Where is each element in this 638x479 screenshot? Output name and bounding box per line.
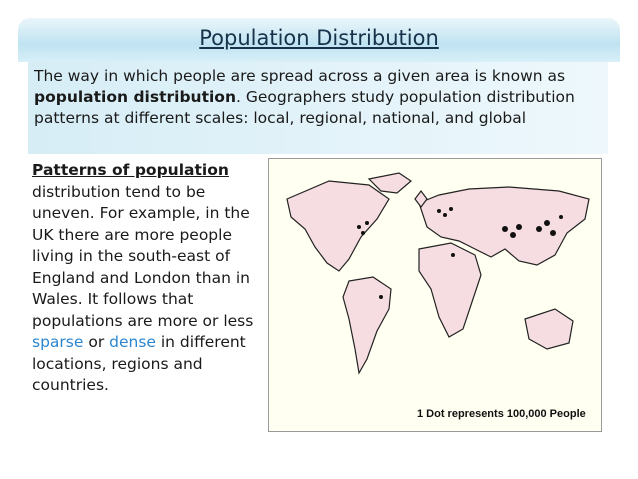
intro: The way in which people are spread acros… xyxy=(28,62,608,154)
keyword: sparse xyxy=(32,333,84,351)
map: 1 Dot represents 100,000 People xyxy=(268,158,602,432)
keyword: dense xyxy=(109,333,156,351)
body-text-part: distribution tend to be uneven. For exam… xyxy=(32,182,254,330)
title-bar: Population Distribution xyxy=(18,18,620,62)
intro-bold: population distribution xyxy=(34,88,236,106)
intro-text: . Geographers study population distribut… xyxy=(34,88,575,127)
population-dots xyxy=(357,207,563,299)
intro-text: The way in which people are spread acros… xyxy=(34,67,566,85)
body-heading: Patterns of population xyxy=(32,161,229,179)
body-text: Patterns of population distribution tend… xyxy=(32,160,268,397)
body-text-part: in different locations, regions and coun… xyxy=(32,333,246,394)
map-caption: 1 Dot represents 100,000 People xyxy=(417,408,586,420)
continents xyxy=(286,172,590,375)
body-text-part: or xyxy=(83,333,110,351)
map-graphic: 1 Dot represents 100,000 People xyxy=(286,172,590,420)
title: Population Distribution xyxy=(199,26,439,50)
